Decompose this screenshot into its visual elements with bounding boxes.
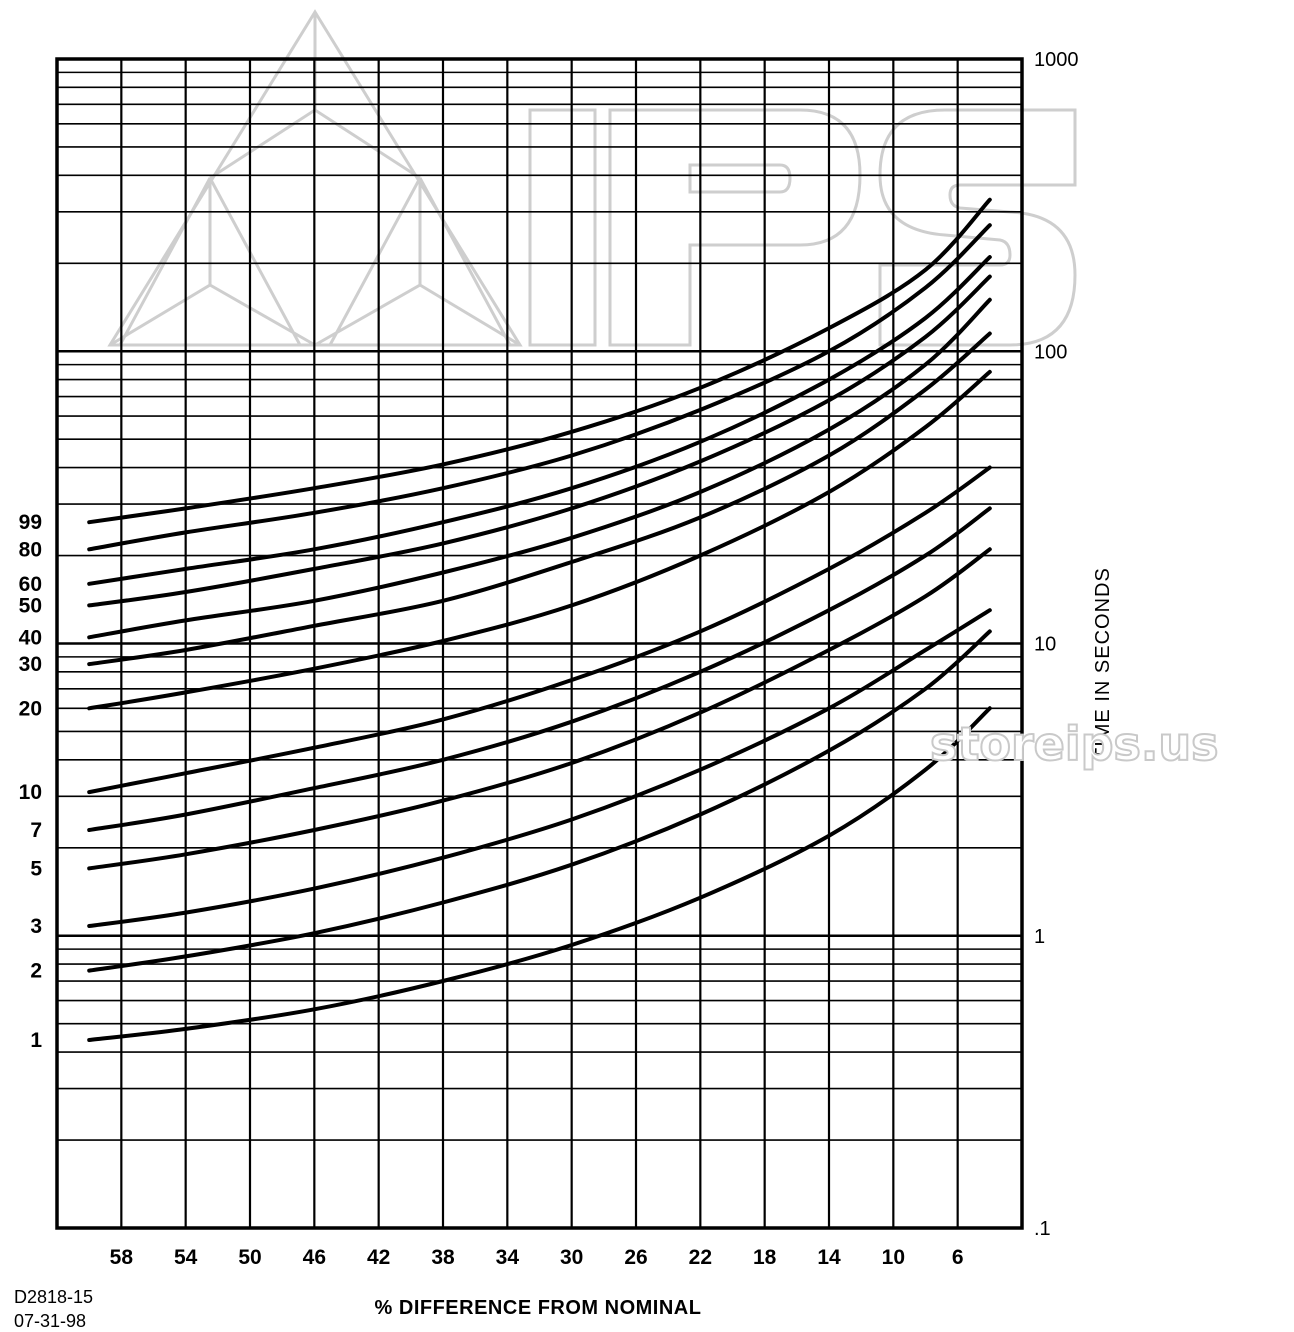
series-line-20 <box>87 369 992 711</box>
series-line-2 <box>87 629 992 973</box>
series-label-30: 30 <box>19 653 42 676</box>
plot-frame <box>55 57 1024 1230</box>
series-line-5 <box>87 547 992 871</box>
grid <box>57 59 1022 1228</box>
series-line-80 <box>87 223 992 552</box>
watermark-logo <box>107 9 1077 347</box>
x-tick-label: 10 <box>882 1246 905 1269</box>
x-tick-label: 38 <box>431 1246 455 1269</box>
x-tick-label: 30 <box>560 1246 583 1269</box>
series-layer <box>87 197 992 1042</box>
series-label-3: 3 <box>30 915 42 938</box>
x-tick-label: 54 <box>174 1246 198 1269</box>
x-tick-label: 42 <box>367 1246 390 1269</box>
x-tick-label: 6 <box>952 1246 964 1269</box>
series-line-1 <box>87 706 992 1042</box>
y-tick-label: 1 <box>1034 926 1045 948</box>
y-tick-labels: 1000 100 10 1 .1 <box>1034 49 1079 1240</box>
y-tick-label: 100 <box>1034 341 1067 363</box>
series-line-50 <box>87 274 992 608</box>
series-label-1: 1 <box>30 1029 42 1052</box>
x-tick-label: 34 <box>496 1246 520 1269</box>
x-tick-label: 46 <box>303 1246 326 1269</box>
x-tick-label: 58 <box>110 1246 134 1269</box>
drawing-date: 07-31-98 <box>14 1311 86 1331</box>
y-tick-label: .1 <box>1034 1218 1051 1240</box>
x-tick-label: 18 <box>753 1246 777 1269</box>
x-tick-label: 14 <box>817 1246 841 1269</box>
drawing-id: D2818-15 <box>14 1287 93 1307</box>
series-label-99: 99 <box>19 511 42 534</box>
x-tick-label: 26 <box>624 1246 647 1269</box>
x-tick-label: 22 <box>689 1246 712 1269</box>
series-label-80: 80 <box>19 538 42 561</box>
series-label-40: 40 <box>19 626 42 649</box>
series-label-50: 50 <box>19 594 42 617</box>
series-line-3 <box>87 608 992 928</box>
series-line-30 <box>87 331 992 667</box>
series-line-40 <box>87 297 992 640</box>
series-label-7: 7 <box>30 819 42 842</box>
series-label-10: 10 <box>19 781 42 804</box>
y-tick-label: 1000 <box>1034 49 1079 71</box>
series-label-20: 20 <box>19 697 42 720</box>
y-tick-label: 10 <box>1034 634 1056 656</box>
watermark-text: storeips.us <box>930 717 1219 771</box>
series-line-10 <box>87 465 992 795</box>
series-label-60: 60 <box>19 573 42 596</box>
x-axis-label: % DIFFERENCE FROM NOMINAL <box>375 1297 702 1319</box>
x-tick-label: 50 <box>238 1246 261 1269</box>
series-label-5: 5 <box>30 857 42 880</box>
series-line-7 <box>87 506 992 832</box>
series-line-99 <box>87 197 992 525</box>
x-tick-labels: 58 54 50 46 42 38 34 30 26 22 18 14 10 6 <box>110 1246 964 1269</box>
series-label-2: 2 <box>30 960 42 983</box>
plot-border <box>55 57 1024 1230</box>
series-line-60 <box>87 255 992 586</box>
y-axis-label: TIME IN SECONDS <box>1092 567 1114 760</box>
